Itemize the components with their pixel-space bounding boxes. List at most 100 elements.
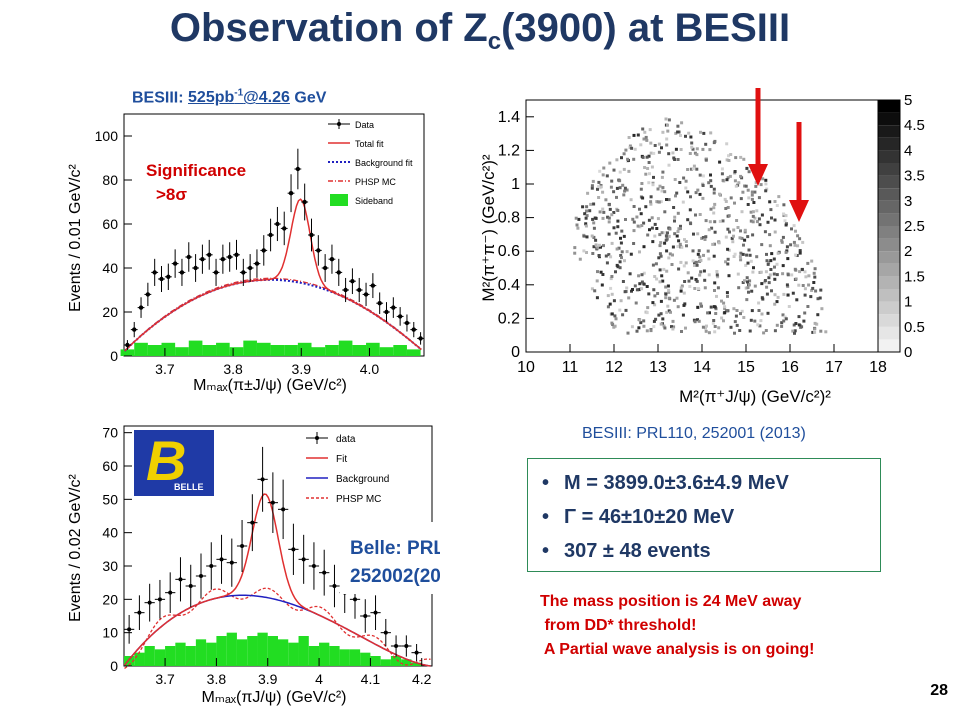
dalitz-bin	[782, 203, 786, 207]
dalitz-bin	[589, 202, 593, 206]
dalitz-bin	[716, 275, 720, 279]
dalitz-bin	[722, 301, 726, 305]
dalitz-bin	[800, 325, 804, 329]
besiii-data-point	[207, 252, 212, 257]
dalitz-bin	[645, 138, 649, 142]
dalitz-bin	[627, 136, 631, 139]
dalitz-bin	[704, 235, 708, 239]
dalitz-bin	[745, 166, 749, 170]
dalitz-bin	[708, 220, 712, 224]
dalitz-color-scale: 0 0.5 1 1.5 2 2.5 3 3.5 4 4.5 5	[877, 92, 925, 361]
dalitz-ytick-label: 0.8	[498, 210, 520, 227]
dalitz-bin	[688, 152, 692, 155]
dalitz-bin	[649, 200, 653, 204]
belle-hist-bar	[380, 659, 391, 666]
dalitz-bin	[701, 236, 705, 239]
dalitz-bin	[597, 243, 601, 247]
dalitz-bin	[630, 289, 633, 293]
dalitz-bin	[610, 292, 614, 296]
dalitz-bin	[610, 179, 614, 183]
besiii-data-point	[179, 270, 185, 275]
dalitz-bin	[684, 261, 688, 265]
besiii-data-point	[172, 261, 178, 266]
dalitz-bin	[721, 178, 725, 182]
dalitz-bin	[688, 208, 692, 212]
dalitz-bin	[594, 243, 598, 247]
dalitz-bin	[804, 275, 808, 279]
belle-data-point	[373, 610, 378, 615]
dalitz-bin	[742, 157, 746, 161]
dalitz-bin	[636, 224, 640, 228]
dalitz-bin	[819, 329, 823, 333]
dalitz-bin	[692, 232, 695, 236]
dalitz-bin	[669, 310, 672, 314]
dalitz-bin	[728, 230, 731, 234]
dalitz-bin	[592, 235, 596, 239]
dalitz-bin	[689, 195, 692, 199]
dalitz-bin	[701, 147, 705, 151]
dalitz-bin	[727, 248, 731, 252]
sideband-bar	[352, 345, 367, 356]
dalitz-bin	[813, 321, 817, 325]
dalitz-bin	[618, 260, 622, 264]
dalitz-bin	[618, 170, 622, 174]
dalitz-bin	[592, 202, 596, 206]
dalitz-bin	[675, 296, 679, 300]
dalitz-bin	[639, 321, 643, 325]
dalitz-bin	[583, 212, 587, 216]
dalitz-bin	[733, 179, 737, 183]
besiii-axis-ticks: 3.7 3.8 3.9 4.0 0 20 40 60 80 100	[95, 128, 380, 377]
dalitz-bin	[726, 262, 730, 266]
besiii-ytick-label: 100	[95, 128, 119, 144]
dalitz-bin	[691, 249, 695, 253]
belle-hist-bar	[165, 646, 176, 666]
belle-caption-line1: Belle: PRL 110,	[350, 538, 440, 559]
dalitz-bin	[764, 178, 768, 182]
dalitz-bin	[725, 178, 729, 182]
belle-fit-curve	[123, 493, 431, 667]
belle-hist-bar	[124, 656, 135, 666]
besiii-data-point	[166, 274, 171, 279]
dalitz-bin	[627, 169, 631, 173]
dalitz-bin	[660, 274, 664, 278]
dalitz-bin	[641, 155, 645, 159]
zscale-band	[878, 226, 900, 239]
dalitz-bin	[760, 243, 764, 247]
dalitz-bin	[737, 181, 741, 185]
dalitz-bin	[698, 192, 702, 196]
besiii-data-point	[357, 287, 362, 293]
dalitz-bin	[767, 276, 771, 280]
dalitz-bin	[649, 151, 653, 155]
dalitz-bin	[768, 273, 772, 277]
dalitz-bin	[584, 222, 588, 226]
dalitz-bin	[671, 319, 675, 323]
dalitz-bin	[738, 329, 742, 332]
belle-xlabel: Mₘₐₓ(πJ/ψ) (GeV/c²)	[202, 689, 347, 706]
dalitz-bin	[651, 263, 655, 267]
dalitz-bin	[794, 229, 797, 233]
belle-data-point	[291, 547, 296, 552]
dalitz-bin	[746, 203, 750, 206]
dalitz-bin	[696, 318, 699, 322]
dalitz-bin	[756, 323, 760, 327]
dalitz-bin	[720, 299, 723, 303]
dalitz-bin	[760, 312, 764, 316]
dalitz-bin	[657, 200, 661, 204]
dalitz-bin	[672, 325, 676, 329]
dalitz-bin	[754, 181, 758, 185]
dalitz-bin	[624, 148, 628, 152]
dalitz-bin	[687, 131, 691, 135]
dalitz-bin	[798, 249, 802, 253]
belle-data-point	[157, 597, 162, 602]
dalitz-bin	[686, 271, 690, 275]
dalitz-bin	[798, 237, 802, 241]
dalitz-bin	[701, 174, 705, 178]
dalitz-bin	[693, 287, 697, 290]
dalitz-bin	[644, 172, 648, 176]
dalitz-bin	[732, 234, 735, 238]
belle-data-point	[363, 614, 368, 618]
dalitz-bin	[769, 208, 773, 212]
dalitz-bin	[664, 231, 668, 235]
dalitz-bin	[601, 216, 605, 220]
